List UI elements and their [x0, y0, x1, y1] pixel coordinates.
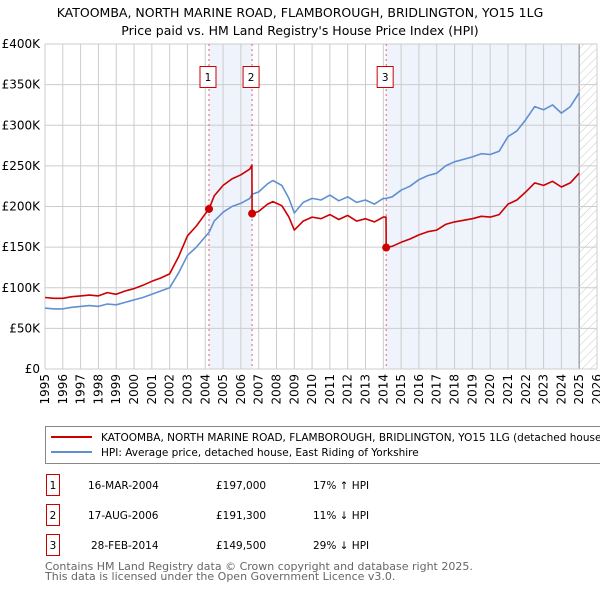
x-tick-label: 2010 [305, 374, 319, 405]
y-tick-label: £350K [2, 78, 42, 92]
transaction-hpi-diff: 29% ↓ HPI [313, 540, 369, 552]
transaction-price: £191,300 [216, 510, 266, 522]
x-tick-label: 1995 [38, 374, 52, 405]
x-tick-label: 2000 [127, 374, 141, 405]
transaction-date: 28-FEB-2014 [91, 540, 159, 552]
series-lines [44, 92, 580, 310]
sale-label-box-1 [199, 66, 217, 88]
x-tick-label: 2001 [145, 374, 159, 405]
legend-hpi-label: HPI: Average price, detached house, East… [101, 447, 419, 459]
grid-lines [44, 43, 598, 370]
transaction-number-box [46, 474, 60, 496]
sale-label-1: 1 [205, 72, 212, 84]
transaction-number-box [46, 534, 60, 556]
chart-title: KATOOMBA, NORTH MARINE ROAD, FLAMBOROUGH… [57, 5, 544, 20]
chart-subtitle: Price paid vs. HM Land Registry's House … [121, 23, 478, 38]
y-tick-label: £200K [2, 200, 42, 214]
transaction-row: 2 17-AUG-2006 £191,300 11% ↓ HPI [46, 504, 369, 526]
y-tick-label: £150K [2, 240, 42, 254]
sale-label-box-3 [376, 66, 394, 88]
x-tick-label: 2025 [572, 374, 586, 405]
transaction-price: £149,500 [216, 540, 266, 552]
legend: KATOOMBA, NORTH MARINE ROAD, FLAMBOROUGH… [45, 426, 600, 464]
legend-property-label: KATOOMBA, NORTH MARINE ROAD, FLAMBOROUGH… [101, 432, 600, 444]
x-tick-label: 2018 [448, 374, 462, 405]
x-tick-label: 1997 [74, 374, 88, 405]
y-tick-label: £100K [2, 281, 42, 295]
transaction-date: 17-AUG-2006 [88, 510, 159, 522]
footer-copyright: Contains HM Land Registry data © Crown c… [45, 560, 473, 573]
transaction-number-box [46, 504, 60, 526]
transaction-hpi-diff: 11% ↓ HPI [313, 510, 369, 522]
x-tick-label: 2017 [430, 374, 444, 405]
transactions-table: 1 16-MAR-2004 £197,000 17% ↑ HPI 2 17-AU… [46, 474, 369, 556]
x-tick-label: 2012 [341, 374, 355, 405]
y-axis: £0 £50K £100K £150K £200K £250K £300K £350K £400… [2, 37, 42, 376]
transaction-row: 3 28-FEB-2014 £149,500 29% ↓ HPI [46, 534, 369, 556]
x-tick-label: 2009 [287, 374, 301, 405]
transaction-number: 3 [50, 540, 57, 552]
x-tick-label: 2013 [359, 374, 373, 405]
x-tick-label: 2015 [394, 374, 408, 405]
footer-licence: This data is licensed under the Open Gov… [44, 570, 395, 583]
x-tick-label: 2026 [590, 374, 600, 405]
x-tick-label: 2021 [501, 374, 515, 405]
x-tick-label: 2003 [180, 374, 194, 405]
y-tick-label: £250K [2, 159, 42, 173]
transaction-number: 2 [50, 510, 57, 522]
x-tick-label: 2014 [376, 374, 390, 405]
x-tick-label: 2005 [216, 374, 230, 405]
x-tick-label: 1999 [109, 374, 123, 405]
transaction-number: 1 [50, 480, 57, 492]
property-price-line [44, 164, 580, 300]
x-tick-label: 2007 [252, 374, 266, 405]
transaction-date: 16-MAR-2004 [88, 480, 159, 492]
x-tick-label: 2004 [198, 374, 212, 405]
sale-point-3 [382, 243, 391, 252]
x-tick-label: 2011 [323, 374, 337, 405]
x-tick-label: 2022 [519, 374, 533, 405]
x-tick-label: 2006 [234, 374, 248, 405]
y-tick-label: £300K [2, 118, 42, 132]
x-tick-label: 2023 [537, 374, 551, 405]
x-axis: 1995 1996 1997 1998 1999 2000 2001 2002 2003 2004… [38, 374, 600, 405]
sale-label-box-2 [242, 66, 260, 88]
hpi-line [44, 92, 580, 310]
transaction-row: 1 16-MAR-2004 £197,000 17% ↑ HPI [46, 474, 369, 496]
x-tick-label: 2020 [483, 374, 497, 405]
transaction-price: £197,000 [216, 480, 266, 492]
x-tick-label: 2008 [269, 374, 283, 405]
sale-markers: 1 2 3 [199, 66, 394, 252]
sale-point-2 [248, 209, 257, 218]
sale-label-2: 2 [248, 72, 255, 84]
x-tick-label: 1996 [56, 374, 70, 405]
y-tick-label: £0 [25, 362, 40, 376]
x-tick-label: 1998 [91, 374, 105, 405]
sale-lines [208, 44, 387, 369]
x-tick-label: 2016 [412, 374, 426, 405]
legend-box [45, 426, 600, 464]
y-tick-label: £400K [2, 37, 42, 51]
transaction-hpi-diff: 17% ↑ HPI [313, 480, 369, 492]
x-tick-label: 2002 [163, 374, 177, 405]
sale-point-1 [204, 204, 213, 213]
sale-label-3: 3 [382, 72, 389, 84]
y-tick-label: £50K [9, 321, 41, 335]
x-tick-label: 2024 [554, 374, 568, 405]
x-tick-label: 2019 [465, 374, 479, 405]
